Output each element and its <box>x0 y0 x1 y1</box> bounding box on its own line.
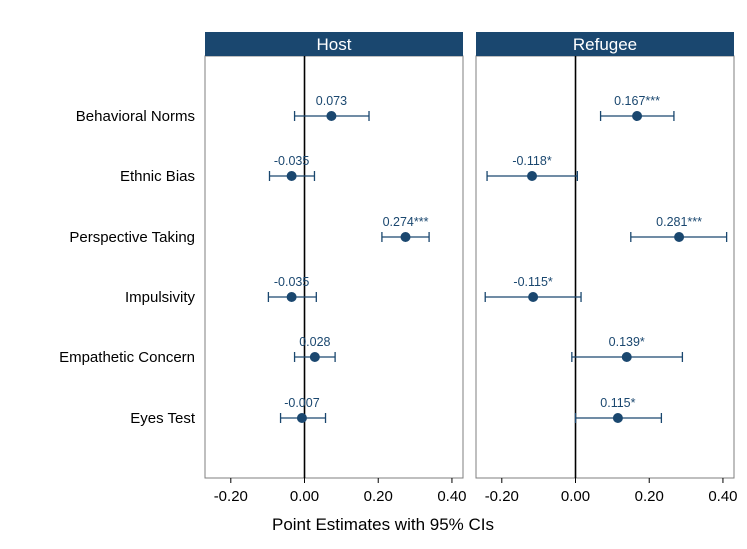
plot-area <box>204 55 464 479</box>
panel-title: Host <box>317 35 352 54</box>
point-estimate <box>296 413 307 423</box>
panel-strip <box>205 32 463 56</box>
x-tick-label: -0.20 <box>214 488 248 505</box>
point-estimate <box>309 352 320 362</box>
x-tick-label: 0.20 <box>364 488 393 505</box>
category-label: Empathetic Concern <box>59 349 195 366</box>
x-tick-label: 0.20 <box>635 488 664 505</box>
estimate-label: 0.281*** <box>656 215 702 229</box>
estimate-label: -0.115* <box>513 275 553 289</box>
point-estimate <box>286 171 297 181</box>
point-estimate <box>612 413 623 423</box>
estimate-label: 0.167*** <box>614 94 660 108</box>
category-label: Perspective Taking <box>69 229 195 246</box>
x-tick-label: -0.20 <box>485 488 519 505</box>
category-label: Eyes Test <box>130 410 196 427</box>
point-estimate <box>621 352 632 362</box>
point-estimate <box>528 292 539 302</box>
estimate-label: 0.115* <box>600 396 635 410</box>
estimate-label: -0.118* <box>512 154 552 168</box>
category-label: Impulsivity <box>125 289 196 306</box>
x-tick-label: 0.00 <box>290 488 319 505</box>
panel-strip <box>476 32 734 56</box>
x-tick-label: 0.40 <box>437 488 466 505</box>
point-estimate <box>326 111 337 121</box>
estimate-label: 0.274*** <box>383 215 429 229</box>
estimate-label: -0.007 <box>284 396 319 410</box>
panel-title: Refugee <box>573 35 637 54</box>
estimate-label: 0.073 <box>316 94 347 108</box>
panel-refugee: Refugee -0.20 0.00 0.20 0.40 0.167*** -0.118* 0… <box>475 32 738 505</box>
estimate-label: -0.035 <box>274 275 309 289</box>
category-labels: Behavioral Norms Ethnic Bias Perspective T… <box>59 108 196 427</box>
estimate-label: 0.139* <box>609 335 645 349</box>
panel-host: Host -0.20 0.00 0.20 0.40 0.073 -0.035 0.274***… <box>204 32 467 505</box>
x-tick-label: 0.40 <box>708 488 737 505</box>
category-label: Behavioral Norms <box>76 108 195 125</box>
estimate-label: 0.028 <box>299 335 330 349</box>
x-tick-label: 0.00 <box>561 488 590 505</box>
point-estimate <box>527 171 538 181</box>
point-estimate <box>286 292 297 302</box>
panels: Host -0.20 0.00 0.20 0.40 0.073 -0.035 0.274***… <box>204 32 738 505</box>
estimate-label: -0.035 <box>274 154 309 168</box>
point-estimate <box>674 232 685 242</box>
point-estimate <box>400 232 411 242</box>
plot-area <box>475 55 735 479</box>
x-axis-title: Point Estimates with 95% CIs <box>272 515 494 534</box>
point-estimate <box>632 111 643 121</box>
category-label: Ethnic Bias <box>120 168 195 185</box>
